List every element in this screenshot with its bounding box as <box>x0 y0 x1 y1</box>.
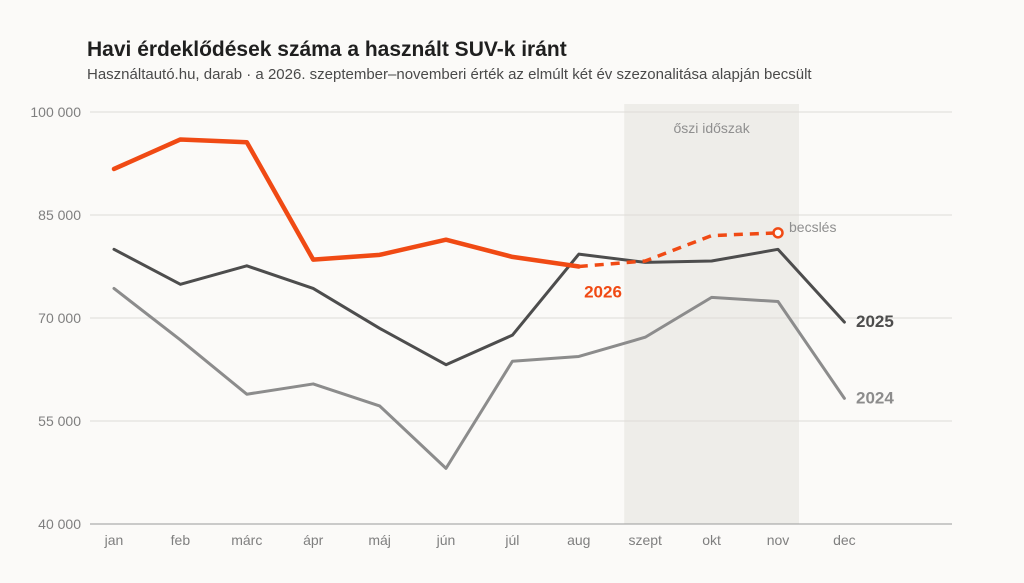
series-line-2026 <box>111 137 582 269</box>
chart-subtitle: Használtautó.hu, darab · a 2026. szeptem… <box>87 66 812 83</box>
x-tick-label: feb <box>171 532 191 548</box>
x-tick-label: nov <box>767 532 790 548</box>
x-tick-label: jún <box>436 532 456 548</box>
series-line-2025 <box>112 247 846 367</box>
y-tick-label: 55 000 <box>38 413 81 429</box>
y-tick-label: 100 000 <box>30 104 81 120</box>
x-tick-label: aug <box>567 532 590 548</box>
series-label-2026: 2026 <box>584 283 622 302</box>
y-tick-label: 85 000 <box>38 207 81 223</box>
series-label-2025: 2025 <box>856 312 894 331</box>
autumn-period-label: őszi időszak <box>673 120 750 136</box>
estimate-endpoint-marker <box>772 227 784 239</box>
x-tick-label: júl <box>504 532 519 548</box>
y-tick-label: 70 000 <box>38 310 81 326</box>
x-tick-label: dec <box>833 532 856 548</box>
x-tick-label: okt <box>702 532 721 548</box>
x-tick-label: jan <box>104 532 124 548</box>
estimate-label: becslés <box>789 219 836 235</box>
chart-title: Havi érdeklődések száma a használt SUV-k… <box>87 38 567 61</box>
x-tick-label: ápr <box>303 532 324 548</box>
autumn-period-band <box>624 104 799 524</box>
series-label-2024: 2024 <box>856 388 894 407</box>
series-line-2024 <box>112 286 846 470</box>
x-tick-label: máj <box>368 532 391 548</box>
y-tick-label: 40 000 <box>38 516 81 532</box>
x-tick-label: szept <box>628 532 662 548</box>
series-line-2026-estimate <box>578 231 779 269</box>
x-tick-label: márc <box>231 532 262 548</box>
